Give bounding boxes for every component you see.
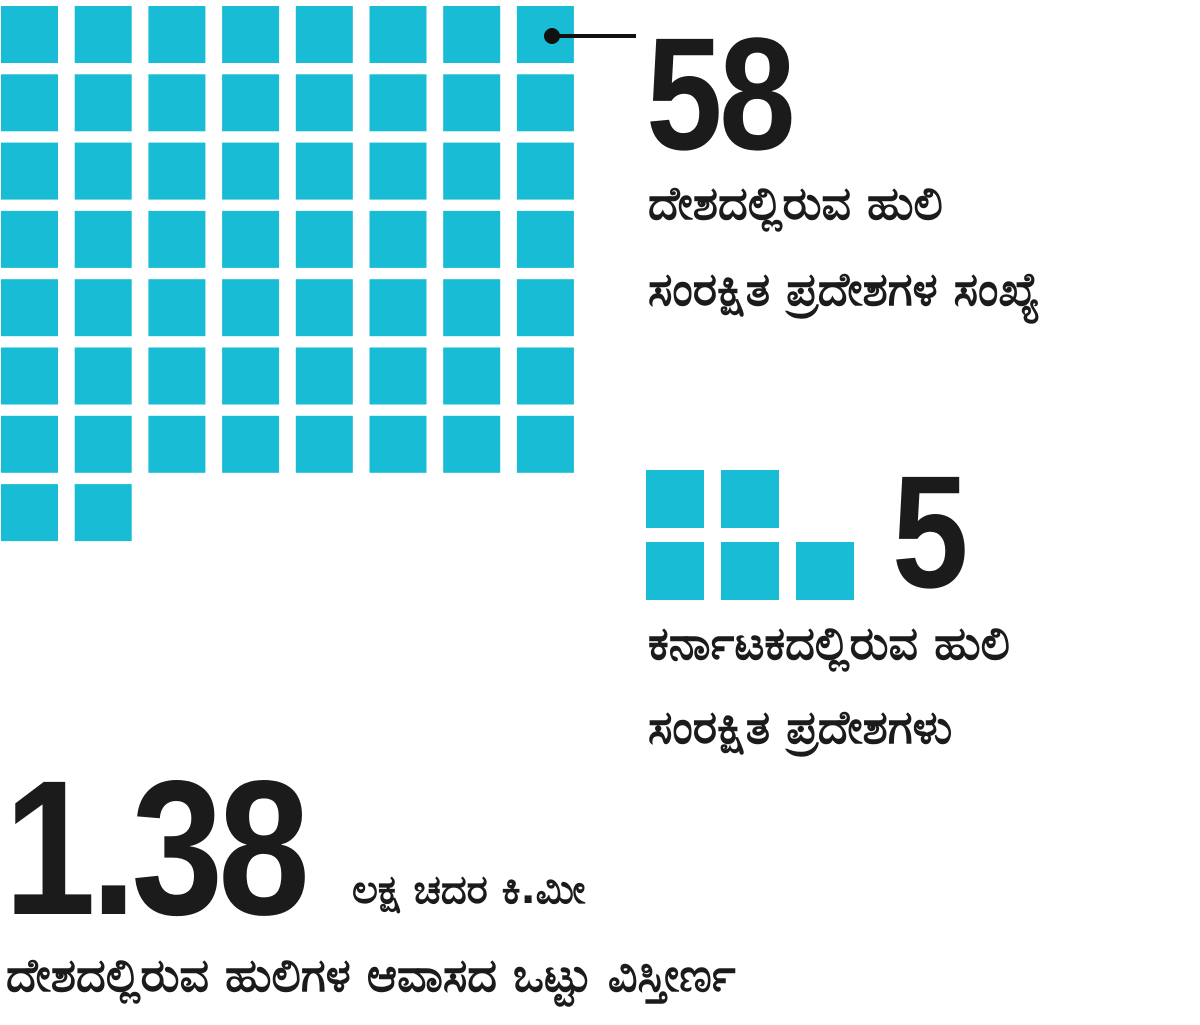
- waffle-square-india: [1, 6, 58, 63]
- waffle-square-india: [443, 6, 501, 63]
- waffle-square-india: [295, 6, 353, 63]
- waffle-square-india: [148, 415, 206, 473]
- waffle-square-india: [295, 210, 353, 268]
- waffle-square-india: [516, 210, 574, 268]
- waffle-square-karnataka: [721, 470, 779, 528]
- waffle-square-india: [443, 279, 501, 337]
- waffle-square-india: [516, 415, 574, 473]
- waffle-square-india: [295, 142, 353, 200]
- waffle-square-india: [148, 6, 206, 63]
- waffle-india-reserves: [1, 6, 574, 542]
- waffle-square-india: [74, 74, 132, 132]
- waffle-square-india: [74, 347, 132, 405]
- waffle-square-india: [295, 74, 353, 132]
- waffle-square-india: [148, 142, 206, 200]
- waffle-square-india: [222, 74, 280, 132]
- waffle-square-india: [74, 210, 132, 268]
- waffle-square-india: [1, 415, 58, 473]
- india-reserves-label-line1: ದೇಶದಲ್ಲಿರುವ ಹುಲಿ: [648, 176, 943, 230]
- waffle-square-india: [1, 142, 58, 200]
- waffle-square-india: [1, 484, 58, 542]
- waffle-square-india: [74, 415, 132, 473]
- waffle-square-india: [1, 347, 58, 405]
- waffle-square-india: [443, 210, 501, 268]
- waffle-square-india: [74, 6, 132, 63]
- waffle-square-india: [222, 142, 280, 200]
- waffle-square-india: [443, 74, 501, 132]
- waffle-square-india: [369, 347, 427, 405]
- karnataka-reserves-count: 5: [892, 442, 969, 621]
- waffle-square-india: [222, 210, 280, 268]
- waffle-karnataka-reserves: [646, 470, 854, 600]
- habitat-area-value: 1.38: [4, 740, 310, 955]
- leader-line-group: [544, 28, 636, 44]
- waffle-square-india: [369, 6, 427, 63]
- waffle-square-india: [369, 74, 427, 132]
- karnataka-reserves-label-line1: ಕರ್ನಾಟಕದಲ್ಲಿರುವ ಹುಲಿ: [648, 616, 1010, 670]
- waffle-square-india: [516, 74, 574, 132]
- waffle-square-india: [369, 142, 427, 200]
- waffle-square-india: [369, 279, 427, 337]
- waffle-square-india: [1, 279, 58, 337]
- waffle-square-karnataka: [646, 542, 704, 600]
- waffle-square-india: [148, 347, 206, 405]
- waffle-square-india: [516, 142, 574, 200]
- waffle-square-india: [443, 347, 501, 405]
- waffle-square-india: [222, 279, 280, 337]
- waffle-square-india: [148, 74, 206, 132]
- waffle-square-karnataka: [796, 542, 854, 600]
- waffle-square-karnataka: [646, 470, 704, 528]
- waffle-square-india: [369, 210, 427, 268]
- waffle-square-india: [74, 279, 132, 337]
- waffle-square-india: [369, 415, 427, 473]
- india-reserves-count: 58: [646, 4, 796, 183]
- waffle-square-india: [1, 74, 58, 132]
- waffle-square-india: [1, 210, 58, 268]
- waffle-square-india: [148, 279, 206, 337]
- waffle-square-india: [148, 210, 206, 268]
- india-reserves-label-line2: ಸಂರಕ್ಷಿತ ಪ್ರದೇಶಗಳ ಸಂಖ್ಯೆ: [648, 262, 1041, 316]
- waffle-square-karnataka: [721, 542, 779, 600]
- waffle-square-india: [516, 347, 574, 405]
- waffle-square-india: [295, 279, 353, 337]
- waffle-square-india: [443, 415, 501, 473]
- waffle-square-india: [222, 415, 280, 473]
- waffle-square-india: [295, 347, 353, 405]
- waffle-square-india: [222, 347, 280, 405]
- waffle-square-india: [74, 142, 132, 200]
- habitat-area-description: ದೇಶದಲ್ಲಿರುವ ಹುಲಿಗಳ ಆವಾಸದ ಒಟ್ಟು ವಿಸ್ತೀರ್ಣ: [6, 948, 736, 1002]
- waffle-square-india: [295, 415, 353, 473]
- waffle-square-india: [74, 484, 132, 542]
- karnataka-reserves-label-line2: ಸಂರಕ್ಷಿತ ಪ್ರದೇಶಗಳು: [648, 700, 953, 754]
- waffle-square-india: [443, 142, 501, 200]
- waffle-square-india: [222, 6, 280, 63]
- habitat-area-unit: ಲಕ್ಷ ಚದರ ಕಿ.ಮೀ: [352, 867, 586, 913]
- waffle-square-india: [516, 279, 574, 337]
